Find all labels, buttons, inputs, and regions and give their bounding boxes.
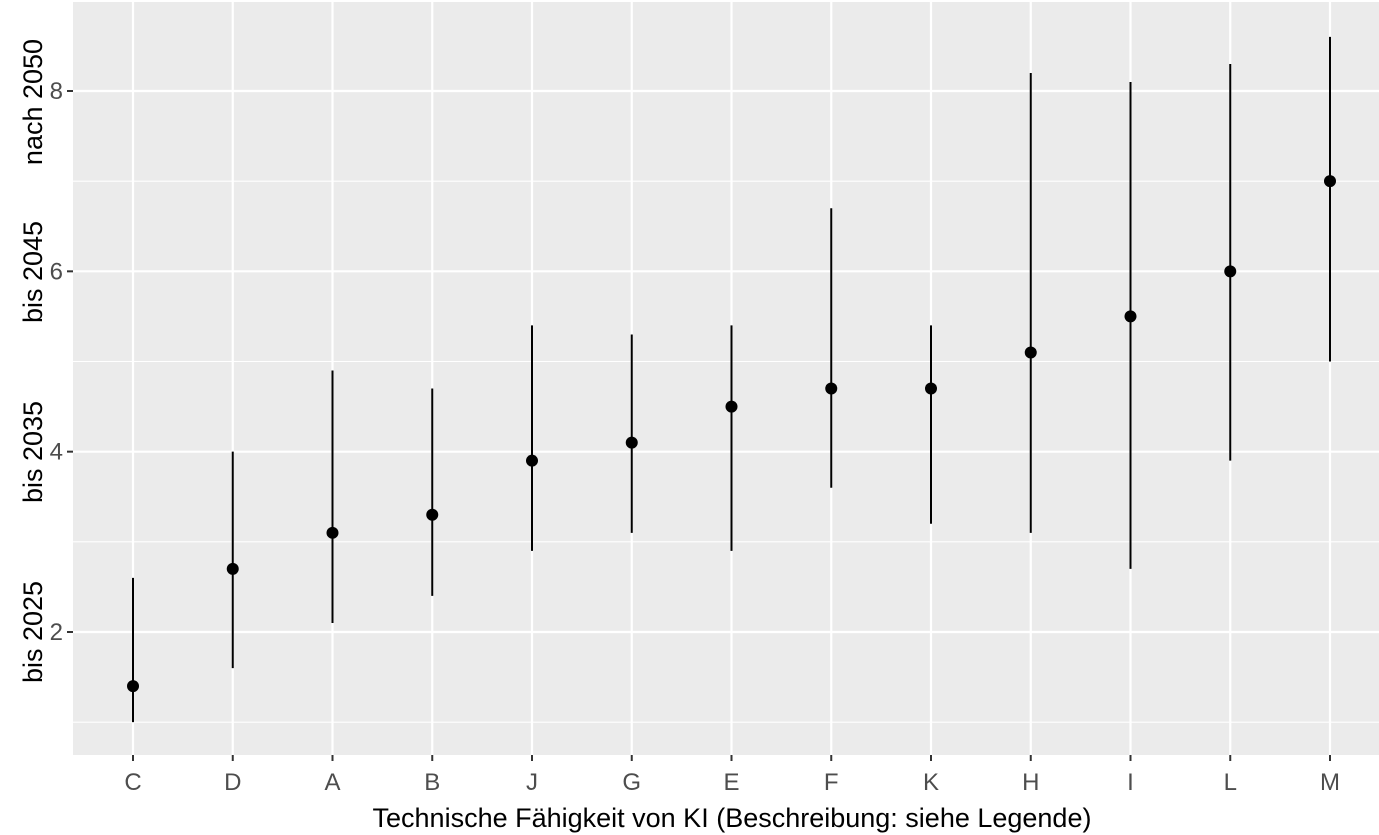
data-point-g — [625, 436, 638, 449]
data-point-c — [127, 680, 139, 693]
y-axis-ticks: 2 4 6 8 — [50, 78, 73, 646]
data-point-a — [326, 526, 339, 539]
data-point-e — [725, 400, 738, 413]
x-tick-label: C — [124, 769, 141, 796]
x-tick-label: B — [424, 769, 440, 796]
x-tick-label: G — [622, 769, 641, 796]
x-tick-label: E — [723, 769, 739, 796]
y-axis-label-segment: nach 2050 — [18, 39, 48, 165]
x-tick-label: H — [1022, 769, 1039, 796]
x-axis-title: Technische Fähigkeit von KI (Beschreibun… — [373, 803, 1092, 833]
data-point-k — [925, 382, 937, 395]
y-tick-label: 8 — [50, 78, 63, 105]
data-point-h — [1024, 346, 1037, 359]
y-tick-label: 6 — [50, 258, 63, 285]
data-point-i — [1124, 310, 1137, 323]
y-axis-label-segment: bis 2035 — [18, 401, 48, 503]
y-tick-label: 2 — [50, 619, 63, 646]
error-bars — [132, 36, 1331, 723]
data-point-l — [1224, 265, 1237, 278]
data-point-f — [825, 382, 838, 395]
data-points — [127, 175, 1336, 693]
data-point-j — [526, 454, 538, 467]
x-tick-label: D — [224, 769, 241, 796]
y-tick-label: 4 — [50, 439, 63, 466]
x-tick-label: K — [923, 769, 939, 796]
data-point-m — [1324, 175, 1336, 188]
panel-background — [73, 2, 1379, 755]
x-tick-label: L — [1224, 769, 1237, 796]
y-axis-title: bis 2025 bis 2035 bis 2045 nach 2050 — [18, 39, 48, 683]
x-tick-label: M — [1320, 769, 1340, 796]
y-axis-label-segment: bis 2025 — [18, 581, 48, 683]
x-tick-label: F — [824, 769, 839, 796]
data-point-d — [226, 562, 239, 575]
minor-gridlines — [73, 180, 1379, 723]
data-point-b — [426, 508, 439, 521]
x-tick-label: J — [526, 769, 538, 796]
x-tick-label: I — [1127, 769, 1134, 796]
y-axis-label-segment: bis 2045 — [18, 221, 48, 323]
x-tick-label: A — [324, 769, 340, 796]
